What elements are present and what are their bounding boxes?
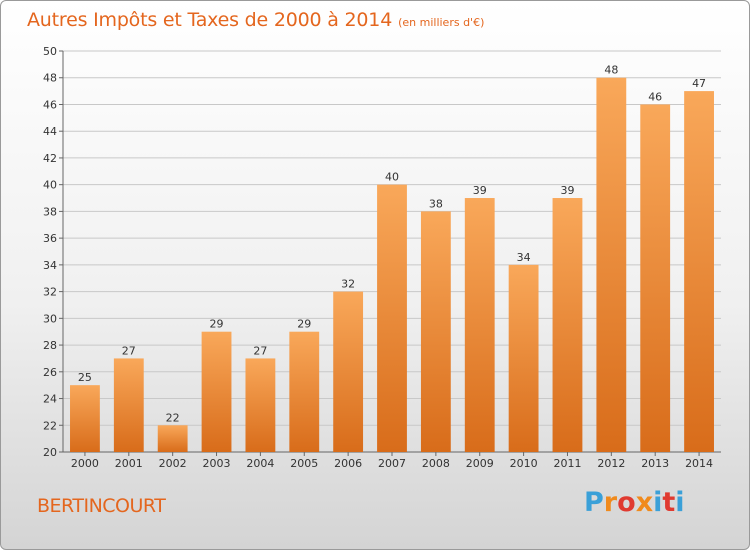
title-text: Autres Impôts et Taxes de 2000 à 2014 xyxy=(27,9,393,31)
y-tick-label: 30 xyxy=(43,312,57,325)
y-tick-label: 28 xyxy=(43,339,57,352)
data-label: 25 xyxy=(78,371,92,384)
logo-letter: t xyxy=(662,487,676,518)
x-tick-label: 2003 xyxy=(203,457,231,470)
x-tick-label: 2009 xyxy=(466,457,494,470)
x-tick-label: 2007 xyxy=(378,457,406,470)
x-tick-label: 2011 xyxy=(553,457,581,470)
bar-2004 xyxy=(245,358,276,452)
y-tick-label: 50 xyxy=(43,45,57,58)
data-label: 40 xyxy=(385,171,399,184)
x-tick-label: 2004 xyxy=(246,457,274,470)
y-tick-label: 42 xyxy=(43,152,57,165)
data-label: 39 xyxy=(473,184,487,197)
bar-2003 xyxy=(201,331,232,452)
bars xyxy=(70,77,714,452)
bar-2002 xyxy=(157,425,188,452)
logo-letter: r xyxy=(603,487,618,518)
logo-letter: o xyxy=(617,487,636,518)
data-label: 38 xyxy=(429,197,443,210)
bar-2006 xyxy=(333,291,364,452)
y-tick-label: 46 xyxy=(43,98,57,111)
data-label: 32 xyxy=(341,278,355,291)
unit-label: (en milliers d'€) xyxy=(398,16,485,29)
bar-2005 xyxy=(289,331,320,452)
x-tick-label: 2005 xyxy=(290,457,318,470)
x-tick-label: 2012 xyxy=(597,457,625,470)
x-tick-label: 2001 xyxy=(115,457,143,470)
data-label: 29 xyxy=(210,318,224,331)
data-label: 47 xyxy=(692,77,706,90)
data-label: 27 xyxy=(122,344,136,357)
y-tick-label: 20 xyxy=(43,446,57,459)
data-label: 34 xyxy=(517,251,531,264)
bar-2001 xyxy=(113,358,144,452)
bar-2011 xyxy=(552,198,583,452)
x-tick-label: 2000 xyxy=(71,457,99,470)
logo-letter: x xyxy=(635,487,654,518)
y-tick-label: 48 xyxy=(43,72,57,85)
labels: 20 22 24 26 28 30 32 34 36 38 40 42 44 46 48 50 2000 25 20… xyxy=(43,45,713,470)
y-tick-label: 36 xyxy=(43,232,57,245)
y-tick-label: 40 xyxy=(43,179,57,192)
data-label: 39 xyxy=(560,184,574,197)
logo-letter: P xyxy=(584,487,604,518)
bar-2012 xyxy=(596,77,627,452)
data-label: 27 xyxy=(253,344,267,357)
logo-letter: i xyxy=(675,487,685,518)
data-label: 46 xyxy=(648,90,662,103)
bar-2008 xyxy=(420,211,451,452)
bar-2009 xyxy=(464,198,495,452)
y-tick-label: 38 xyxy=(43,205,57,218)
y-tick-label: 26 xyxy=(43,366,57,379)
logo-letter: i xyxy=(653,487,663,518)
bar-2014 xyxy=(684,91,714,452)
bar-2010 xyxy=(508,264,539,452)
x-tick-label: 2008 xyxy=(422,457,450,470)
bar-2000 xyxy=(70,385,100,452)
x-tick-label: 2010 xyxy=(510,457,538,470)
data-label: 22 xyxy=(166,411,180,424)
x-tick-label: 2002 xyxy=(159,457,187,470)
proxiti-logo: Proxiti xyxy=(584,487,685,518)
bar-2013 xyxy=(640,104,671,452)
y-tick-label: 22 xyxy=(43,419,57,432)
bar-2007 xyxy=(377,184,407,452)
y-tick-label: 32 xyxy=(43,286,57,299)
y-tick-label: 34 xyxy=(43,259,57,272)
data-label: 48 xyxy=(604,64,618,77)
x-tick-label: 2013 xyxy=(641,457,669,470)
commune-name: BERTINCOURT xyxy=(37,495,166,517)
y-tick-label: 44 xyxy=(43,125,57,138)
data-label: 29 xyxy=(297,318,311,331)
x-tick-label: 2014 xyxy=(685,457,713,470)
y-tick-label: 24 xyxy=(43,393,57,406)
chart-title: Autres Impôts et Taxes de 2000 à 2014 (en… xyxy=(27,9,484,31)
x-tick-label: 2006 xyxy=(334,457,362,470)
